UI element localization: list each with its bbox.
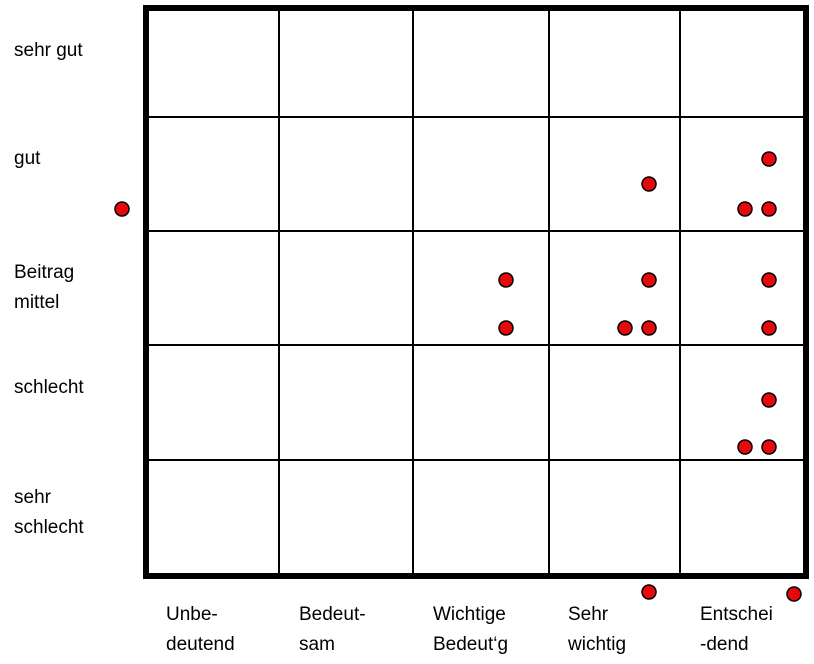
column-label-line: -dend	[700, 634, 749, 655]
data-points	[114, 151, 802, 602]
row-label-sehr-schlecht: sehr schlecht	[14, 483, 84, 543]
data-point	[641, 320, 657, 336]
data-point	[737, 201, 753, 217]
matrix-frame	[143, 5, 809, 579]
row-label-line: schlecht	[14, 517, 84, 538]
column-label-line: Bedeut‘g	[433, 634, 509, 655]
row-label-beitrag-mittel: Beitrag mittel	[14, 258, 74, 318]
column-label-line: Bedeut-	[299, 604, 366, 625]
column-label-line: wichtig	[568, 634, 627, 655]
column-label-line: deutend	[166, 634, 235, 655]
row-label-line: sehr	[14, 487, 51, 508]
column-label-wichtige-bedeutung: Wichtige Bedeut‘g	[433, 600, 508, 660]
column-label-line: Unbe-	[166, 604, 218, 625]
column-label-line: Sehr	[568, 604, 609, 625]
row-label-line: sehr gut	[14, 40, 83, 61]
row-label-gut: gut	[14, 144, 40, 174]
row-label-line: mittel	[14, 292, 60, 313]
data-point	[761, 439, 777, 455]
column-label-line: Entschei	[700, 604, 773, 625]
data-point	[761, 151, 777, 167]
row-label-schlecht: schlecht	[14, 373, 84, 403]
data-point	[641, 584, 657, 600]
data-point	[114, 201, 130, 217]
grid-lines	[146, 8, 806, 576]
column-label-sehr-wichtig: Sehr wichtig	[568, 600, 626, 660]
data-point	[498, 320, 514, 336]
data-point	[786, 586, 802, 602]
row-label-line: Beitrag	[14, 262, 75, 283]
row-label-line: schlecht	[14, 377, 84, 398]
data-point	[761, 272, 777, 288]
data-point	[761, 201, 777, 217]
column-label-bedeutsam: Bedeut- sam	[299, 600, 366, 660]
data-point	[737, 439, 753, 455]
data-point	[498, 272, 514, 288]
data-point	[761, 392, 777, 408]
row-label-sehr-gut: sehr gut	[14, 36, 83, 66]
column-label-entscheidend: Entschei -dend	[700, 600, 773, 660]
column-label-line: sam	[299, 634, 335, 655]
data-point	[761, 320, 777, 336]
data-point	[617, 320, 633, 336]
column-label-line: Wichtige	[433, 604, 506, 625]
row-label-line: gut	[14, 148, 41, 169]
data-point	[641, 272, 657, 288]
data-point	[641, 176, 657, 192]
column-label-unbedeutend: Unbe- deutend	[166, 600, 235, 660]
